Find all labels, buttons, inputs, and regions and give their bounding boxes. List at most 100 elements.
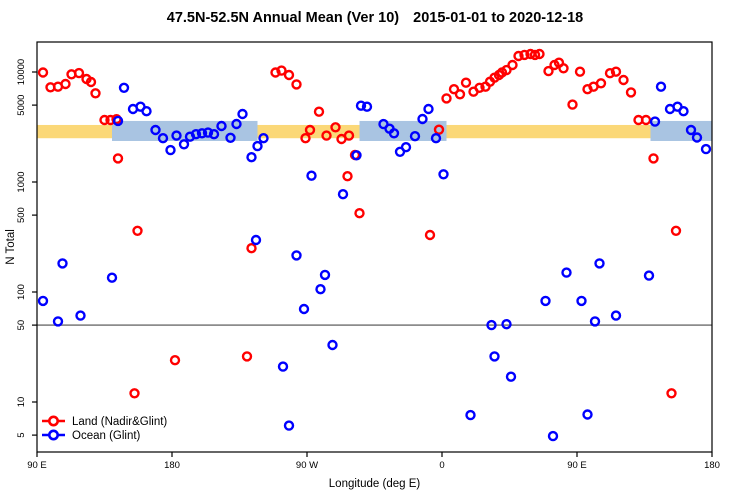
land-point <box>241 351 253 362</box>
legend-item-ocean: Ocean (Glint) <box>42 429 141 442</box>
ocean-point <box>75 310 86 321</box>
land-point <box>300 132 311 144</box>
ocean-point <box>216 120 227 132</box>
ocean-point <box>505 371 517 382</box>
land-point <box>604 67 616 79</box>
land-point <box>330 122 341 133</box>
land-point <box>424 229 436 241</box>
ocean-point <box>225 132 236 144</box>
plot-border <box>36 41 713 453</box>
land-point <box>595 78 607 89</box>
land-point <box>37 67 49 78</box>
ocean-point <box>246 151 257 163</box>
ocean-point <box>486 319 497 331</box>
ocean-point <box>291 250 302 261</box>
ocean-point <box>112 115 124 127</box>
legend-label: Ocean (Glint) <box>72 430 141 442</box>
land-point <box>625 87 637 98</box>
ocean-point <box>610 310 622 321</box>
x-tick-label: 90 W <box>296 460 318 471</box>
y-tick-label: 500 <box>16 207 27 223</box>
ocean-mean-band-segment <box>359 120 447 141</box>
y-tick-label: 5 <box>16 432 27 437</box>
y-tick-label: 5000 <box>16 95 27 116</box>
ocean-point <box>351 150 362 161</box>
land-point <box>99 114 110 126</box>
ocean-point <box>649 116 661 127</box>
land-point <box>433 124 445 135</box>
land-point <box>454 89 466 100</box>
ocean-point <box>489 351 500 362</box>
ocean-point <box>655 81 667 92</box>
ocean-point <box>52 316 64 327</box>
land-point <box>474 82 485 94</box>
ocean-point <box>315 284 326 295</box>
legend-label: Land (Nadir&Glint) <box>72 416 167 428</box>
y-axis-title: N Total <box>5 229 17 265</box>
y-tick-label: 10000 <box>16 59 27 85</box>
ocean-mean-band-segment <box>650 120 712 141</box>
ocean-point <box>165 144 176 156</box>
ocean-point <box>202 127 214 138</box>
ocean-point <box>327 339 338 351</box>
land-point <box>283 69 295 81</box>
land-point <box>666 388 677 399</box>
land-point <box>246 242 257 254</box>
y-tick-label: 50 <box>16 320 27 331</box>
ocean-point <box>430 132 442 144</box>
ocean-point <box>582 409 593 420</box>
land-point <box>112 153 124 164</box>
ocean-point <box>337 188 349 200</box>
land-point <box>448 83 460 95</box>
x-axis-title: Longitude (deg E) <box>328 478 421 490</box>
ocean-point <box>237 108 248 120</box>
ocean-point <box>700 143 712 155</box>
ocean-point <box>691 132 703 143</box>
ocean-point <box>400 141 412 153</box>
ocean-point <box>258 132 269 144</box>
chart-title-range: 47.5N-52.5N Annual Mean (Ver 10) <box>166 10 400 26</box>
ocean-point <box>355 100 367 111</box>
ocean-point <box>547 430 559 442</box>
ocean-point <box>106 272 118 283</box>
legend-marker-circle <box>47 429 59 441</box>
ocean-point <box>150 124 161 136</box>
ocean-point <box>319 269 331 281</box>
ocean-point <box>298 303 310 315</box>
land-point <box>558 63 569 74</box>
ocean-point <box>37 295 49 307</box>
land-point <box>507 59 518 71</box>
x-tick-label: 90 E <box>27 460 47 471</box>
land-point <box>519 49 530 61</box>
ocean-point <box>388 128 400 139</box>
land-point <box>354 207 365 219</box>
ocean-point <box>423 103 434 115</box>
land-point <box>534 48 545 60</box>
land-point <box>610 66 622 77</box>
land-point <box>85 76 97 88</box>
ocean-point <box>465 409 476 421</box>
ocean-point <box>589 316 601 327</box>
ocean-point <box>561 267 572 278</box>
y-tick-label: 10 <box>16 397 27 408</box>
land-point <box>543 65 554 77</box>
land-point <box>501 64 512 76</box>
ocean-point <box>417 113 428 125</box>
land-point <box>73 67 85 79</box>
ocean-point <box>438 169 449 180</box>
land-point <box>291 79 302 90</box>
land-point <box>460 77 472 88</box>
legend: Land (Nadir&Glint) Ocean (Glint) <box>42 415 167 442</box>
ocean-point <box>196 128 208 139</box>
ocean-point <box>576 295 587 307</box>
land-point <box>441 93 452 104</box>
land-point <box>60 78 71 90</box>
ocean-point <box>409 130 421 142</box>
land-point <box>321 130 332 141</box>
ocean-point <box>141 105 152 117</box>
ocean-point <box>643 270 655 281</box>
legend-marker-circle <box>47 415 59 427</box>
y-tick-label: 100 <box>16 284 27 300</box>
